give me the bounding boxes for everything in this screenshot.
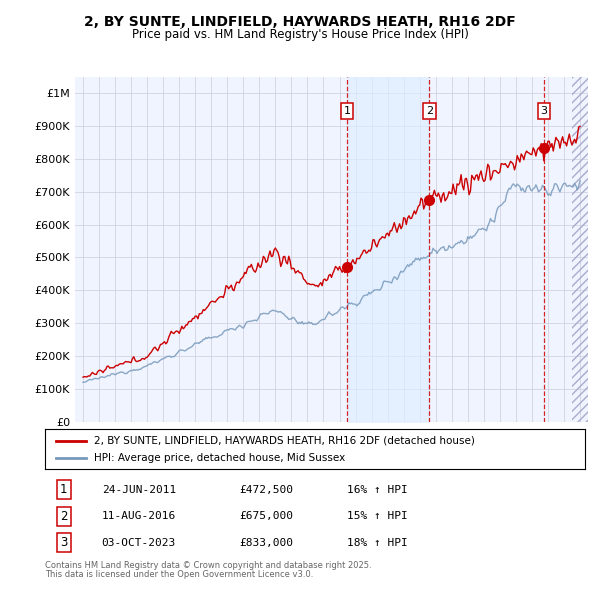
Bar bbox=[572, 77, 588, 422]
Text: This data is licensed under the Open Government Licence v3.0.: This data is licensed under the Open Gov… bbox=[45, 570, 313, 579]
Text: £675,000: £675,000 bbox=[239, 512, 293, 521]
Text: 1: 1 bbox=[60, 483, 68, 496]
Text: £833,000: £833,000 bbox=[239, 537, 293, 548]
Text: £472,500: £472,500 bbox=[239, 485, 293, 495]
Text: 2: 2 bbox=[60, 510, 68, 523]
Text: 03-OCT-2023: 03-OCT-2023 bbox=[101, 537, 176, 548]
Text: 11-AUG-2016: 11-AUG-2016 bbox=[101, 512, 176, 521]
Text: Contains HM Land Registry data © Crown copyright and database right 2025.: Contains HM Land Registry data © Crown c… bbox=[45, 560, 371, 569]
Text: 2, BY SUNTE, LINDFIELD, HAYWARDS HEATH, RH16 2DF: 2, BY SUNTE, LINDFIELD, HAYWARDS HEATH, … bbox=[84, 15, 516, 30]
Text: HPI: Average price, detached house, Mid Sussex: HPI: Average price, detached house, Mid … bbox=[94, 453, 345, 463]
Text: 24-JUN-2011: 24-JUN-2011 bbox=[101, 485, 176, 495]
Text: 1: 1 bbox=[344, 106, 351, 116]
Text: 2: 2 bbox=[426, 106, 433, 116]
Text: 3: 3 bbox=[541, 106, 547, 116]
Text: 15% ↑ HPI: 15% ↑ HPI bbox=[347, 512, 408, 521]
Text: 2, BY SUNTE, LINDFIELD, HAYWARDS HEATH, RH16 2DF (detached house): 2, BY SUNTE, LINDFIELD, HAYWARDS HEATH, … bbox=[94, 436, 475, 446]
Text: 3: 3 bbox=[60, 536, 68, 549]
Text: 16% ↑ HPI: 16% ↑ HPI bbox=[347, 485, 408, 495]
Text: 18% ↑ HPI: 18% ↑ HPI bbox=[347, 537, 408, 548]
Text: Price paid vs. HM Land Registry's House Price Index (HPI): Price paid vs. HM Land Registry's House … bbox=[131, 28, 469, 41]
